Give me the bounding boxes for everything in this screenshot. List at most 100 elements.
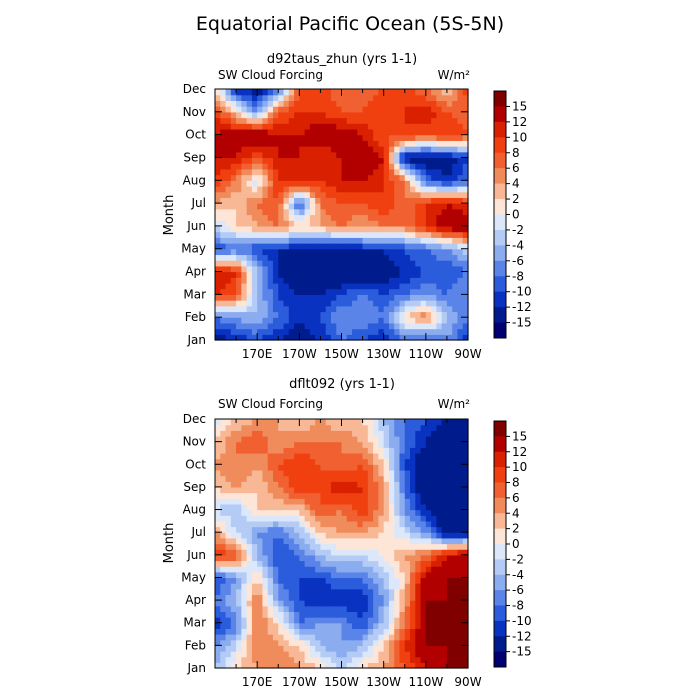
heatmap-cell: [399, 583, 406, 590]
heatmap-cell: [299, 100, 306, 107]
heatmap-cell: [278, 180, 285, 187]
heatmap-cell: [457, 197, 464, 204]
heatmap-cell: [257, 452, 264, 460]
heatmap-cell: [299, 549, 306, 556]
heatmap-cell: [278, 515, 285, 522]
heatmap-cell: [309, 163, 316, 170]
heatmap-cell: [410, 419, 416, 426]
heatmap-cell: [241, 237, 248, 244]
heatmap-cell: [462, 208, 469, 216]
heatmap-cell: [230, 157, 237, 164]
heatmap-cell: [236, 458, 242, 465]
heatmap-cell: [257, 203, 264, 210]
heatmap-cell: [346, 537, 353, 545]
heatmap-cell: [267, 151, 274, 159]
heatmap-cell: [278, 430, 285, 437]
heatmap-cell: [215, 560, 221, 567]
heatmap-cell: [452, 464, 459, 471]
heatmap-cell: [225, 503, 232, 511]
heatmap-cell: [352, 430, 358, 437]
heatmap-cell: [415, 288, 422, 295]
heatmap-cell: [420, 100, 427, 107]
heatmap-cell: [236, 254, 242, 261]
heatmap-cell: [446, 288, 453, 295]
heatmap-cell: [325, 328, 332, 335]
heatmap-cell: [299, 220, 306, 227]
heatmap-cell: [394, 628, 401, 635]
heatmap-cell: [288, 515, 295, 522]
heatmap-cell: [404, 282, 411, 290]
heatmap-cell: [215, 645, 221, 652]
heatmap-cell: [299, 577, 306, 584]
heatmap-cell: [246, 294, 253, 301]
heatmap-cell: [436, 157, 443, 164]
heatmap-cell: [278, 532, 285, 539]
heatmap-cell: [425, 322, 432, 330]
heatmap-cell: [431, 605, 437, 613]
heatmap-cell: [383, 560, 390, 567]
heatmap-cell: [431, 583, 437, 590]
heatmap-cell: [325, 481, 332, 488]
heatmap-cell: [336, 532, 343, 539]
heatmap-cell: [404, 94, 411, 101]
heatmap-cell: [346, 605, 353, 613]
heatmap-cell: [325, 447, 332, 454]
heatmap-cell: [294, 464, 300, 471]
heatmap-cell: [215, 134, 221, 141]
heatmap-cell: [404, 334, 411, 341]
heatmap-cell: [415, 617, 422, 624]
heatmap-cell: [299, 452, 306, 460]
heatmap-cell: [309, 464, 316, 471]
heatmap-cell: [309, 520, 316, 528]
heatmap-cell: [304, 106, 311, 113]
heatmap-cell: [341, 260, 348, 267]
heatmap-cell: [436, 617, 443, 624]
heatmap-cell: [367, 214, 374, 221]
heatmap-cell: [425, 611, 432, 618]
heatmap-cell: [336, 180, 343, 187]
heatmap-cell: [220, 419, 227, 426]
heatmap-cell: [262, 515, 269, 522]
y-tick-label: Oct: [185, 457, 206, 471]
heatmap-cell: [220, 645, 227, 652]
heatmap-cell: [404, 651, 411, 658]
heatmap-cell: [388, 520, 395, 528]
heatmap-cell: [436, 419, 443, 426]
heatmap-cell: [230, 151, 237, 159]
heatmap-cell: [320, 140, 327, 147]
heatmap-cell: [325, 203, 332, 210]
heatmap-cell: [341, 334, 348, 341]
colorbar-label: -6: [512, 583, 524, 597]
heatmap-cell: [399, 430, 406, 437]
heatmap-cell: [362, 424, 369, 431]
heatmap-cell: [257, 214, 264, 221]
heatmap-cell: [352, 237, 358, 244]
heatmap-cell: [399, 628, 406, 635]
heatmap-cell: [320, 549, 327, 556]
heatmap-cell: [315, 537, 322, 545]
heatmap-cell: [325, 300, 332, 307]
heatmap-cell: [262, 174, 269, 181]
heatmap-cell: [399, 435, 406, 443]
heatmap-cell: [341, 594, 348, 601]
heatmap-cell: [362, 282, 369, 290]
heatmap-cell: [452, 605, 459, 613]
heatmap-cell: [304, 174, 311, 181]
heatmap-cell: [294, 111, 300, 119]
heatmap-cell: [431, 311, 437, 318]
heatmap-cell: [215, 498, 221, 505]
heatmap-cell: [415, 100, 422, 107]
heatmap-cell: [357, 89, 364, 96]
heatmap-cell: [378, 605, 385, 613]
heatmap-cell: [415, 305, 422, 313]
heatmap-cell: [436, 300, 443, 307]
heatmap-cell: [304, 322, 311, 330]
heatmap-cell: [336, 128, 343, 136]
heatmap-cell: [394, 634, 401, 641]
heatmap-cell: [352, 140, 358, 147]
heatmap-cell: [309, 254, 316, 261]
heatmap-cell: [446, 163, 453, 170]
heatmap-cell: [341, 328, 348, 335]
heatmap-cell: [241, 203, 248, 210]
colorbar-swatch: [494, 482, 506, 499]
